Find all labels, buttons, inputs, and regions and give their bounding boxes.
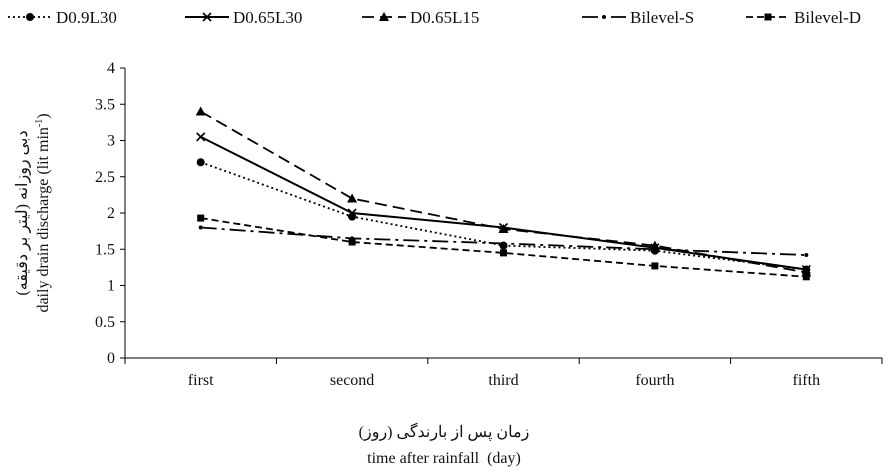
legend-label: D0.9L30 — [56, 8, 117, 27]
y-axis-title-sup: -1 — [34, 119, 45, 127]
y-tick-label: 2.5 — [95, 169, 115, 186]
legend-item: Bilevel-D — [746, 8, 861, 27]
y-tick-label: 0 — [107, 350, 115, 367]
legend-marker — [602, 15, 606, 19]
plot-area: 0 0.5 1 1.5 2 2.5 3 3.5 4 first second third fourth… — [95, 60, 883, 389]
data-point — [804, 253, 809, 258]
x-ticks: first second third fourth fifth — [124, 358, 883, 389]
data-point — [348, 238, 356, 246]
series-Bilevel-D — [197, 214, 810, 281]
data-point — [802, 273, 810, 281]
y-tick-label: 0.5 — [95, 314, 115, 331]
data-point — [196, 158, 205, 167]
y-tick-label: 3.5 — [95, 96, 115, 113]
series-line — [200, 217, 807, 278]
legend-marker — [26, 13, 34, 21]
x-tick-label: fifth — [793, 372, 821, 389]
x-axis-title: time after rainfall (day) — [367, 450, 521, 467]
data-point — [195, 106, 206, 116]
y-tick-label: 4 — [107, 60, 115, 77]
x-tick-label: first — [188, 372, 214, 389]
x-tick-label: fourth — [635, 372, 674, 389]
y-ticks: 0 0.5 1 1.5 2 2.5 3 3.5 4 — [95, 60, 125, 367]
data-point — [347, 193, 358, 203]
x-axis-title-fa: زمان پس از بارندگی (روز) — [359, 422, 530, 441]
y-tick-label: 1.5 — [95, 241, 115, 258]
data-point — [649, 240, 660, 250]
data-point — [197, 214, 205, 222]
legend-label: Bilevel-D — [794, 8, 861, 27]
legend-item: Bilevel-S — [582, 8, 694, 27]
data-point — [198, 225, 203, 230]
legend-label: D0.65L30 — [233, 8, 302, 27]
y-axis-title-fa: دبی روزانه (لیتر بر دقیقه) — [14, 130, 31, 295]
y-tick-label: 2 — [107, 205, 115, 222]
y-tick-label: 3 — [107, 133, 115, 150]
data-point — [652, 247, 657, 252]
legend-label: Bilevel-S — [630, 8, 694, 27]
data-point — [347, 208, 357, 218]
data-point — [501, 241, 506, 246]
legend-item: D0.65L15 — [362, 8, 479, 27]
y-tick-label: 1 — [107, 278, 115, 295]
legend-marker — [764, 13, 772, 21]
x-tick-label: second — [330, 372, 374, 389]
legend-item: D0.65L30 — [185, 8, 302, 27]
series-lines — [195, 106, 812, 281]
y-axis-title-main: daily drain discharge (lit min — [35, 127, 52, 312]
legend: D0.9L30 D0.65L30 D0.65L15 Bilevel-S Bilevel-… — [8, 8, 861, 27]
y-axis-title-close: ) — [35, 113, 52, 118]
x-tick-label: third — [488, 372, 518, 389]
y-axis-title: daily drain discharge (lit min-1) — [34, 113, 52, 312]
legend-item: D0.9L30 — [8, 8, 117, 27]
legend-marker — [379, 12, 389, 21]
data-point — [498, 223, 509, 233]
data-point — [651, 262, 659, 270]
legend-label: D0.65L15 — [410, 8, 479, 27]
data-point — [196, 132, 206, 142]
legend-marker — [202, 12, 212, 22]
data-point — [500, 249, 507, 257]
